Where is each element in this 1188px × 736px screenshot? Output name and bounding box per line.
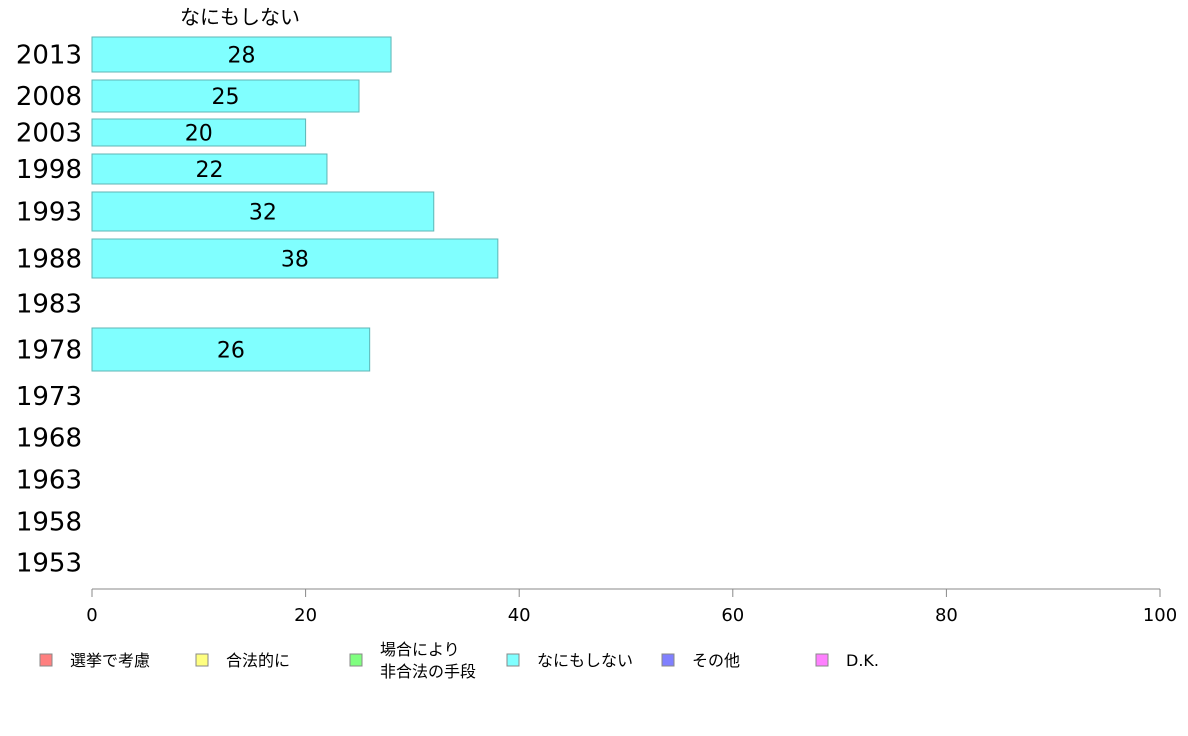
bar-2003: [91, 118, 307, 147]
legend-swatch-0: [39, 653, 53, 667]
legend-swatch-1: [195, 653, 209, 667]
bar-1978: [91, 327, 371, 372]
x-tick-label-60: 60: [721, 605, 744, 626]
bar-2008: [91, 79, 360, 113]
x-tick-label-20: 20: [294, 605, 317, 626]
x-tick-label-100: 100: [1143, 605, 1177, 626]
chart-title: なにもしない: [180, 5, 300, 29]
legend-label-2: 場合により非合法の手段: [380, 640, 476, 681]
bar-1988: [91, 238, 499, 279]
value-label-1988: 38: [281, 248, 309, 273]
year-label-1988: 1988: [16, 245, 82, 275]
x-tick-label-80: 80: [935, 605, 958, 626]
legend-label-3: なにもしない: [537, 651, 633, 670]
x-tick-label-0: 0: [86, 605, 97, 626]
legend-item-0: 選挙で考慮: [39, 651, 150, 670]
legend-swatch-2: [349, 653, 363, 667]
legend-label-4: その他: [692, 651, 740, 670]
legend-item-3: なにもしない: [506, 651, 633, 670]
year-label-1963: 1963: [16, 466, 82, 496]
year-label-1953: 1953: [16, 549, 82, 579]
legend-swatch-5: [815, 653, 829, 667]
legend-item-5: D.K.: [815, 651, 879, 670]
year-label-1978: 1978: [16, 336, 82, 366]
year-labels-group: 2013 2008 2003 1998 1993 1988 1983 1978 1973 1968…: [16, 41, 82, 579]
legend-label-5: D.K.: [846, 651, 879, 670]
year-label-2013: 2013: [16, 41, 82, 71]
value-label-1993: 32: [249, 201, 277, 226]
bar-1993: [91, 191, 435, 232]
year-label-2003: 2003: [16, 119, 82, 149]
value-label-1978: 26: [217, 339, 245, 364]
year-label-1998: 1998: [16, 155, 82, 185]
year-label-1968: 1968: [16, 424, 82, 454]
legend-label-1: 合法的に: [226, 651, 290, 670]
value-label-2003: 20: [185, 122, 213, 147]
year-label-1973: 1973: [16, 382, 82, 412]
value-label-1998: 22: [195, 158, 223, 183]
year-label-1993: 1993: [16, 198, 82, 228]
year-label-1983: 1983: [16, 290, 82, 320]
x-tick-label-40: 40: [508, 605, 531, 626]
legend: 選挙で考慮 合法的に 場合により非合法の手段 なにもしない その他 D.K.: [39, 640, 879, 681]
legend-swatch-3: [506, 653, 520, 667]
legend-item-1: 合法的に: [195, 651, 290, 670]
value-label-2013: 28: [228, 44, 256, 69]
legend-item-4: その他: [661, 651, 740, 670]
legend-swatch-4: [661, 653, 675, 667]
bar-2013: [91, 36, 392, 73]
year-label-2008: 2008: [16, 82, 82, 112]
year-label-1958: 1958: [16, 508, 82, 538]
bar-1998: [91, 153, 328, 185]
legend-label-0: 選挙で考慮: [70, 651, 150, 670]
value-label-2008: 25: [212, 85, 240, 110]
x-axis: 0 20 40 60 80 100: [86, 588, 1177, 626]
legend-item-2: 場合により非合法の手段: [349, 640, 476, 681]
